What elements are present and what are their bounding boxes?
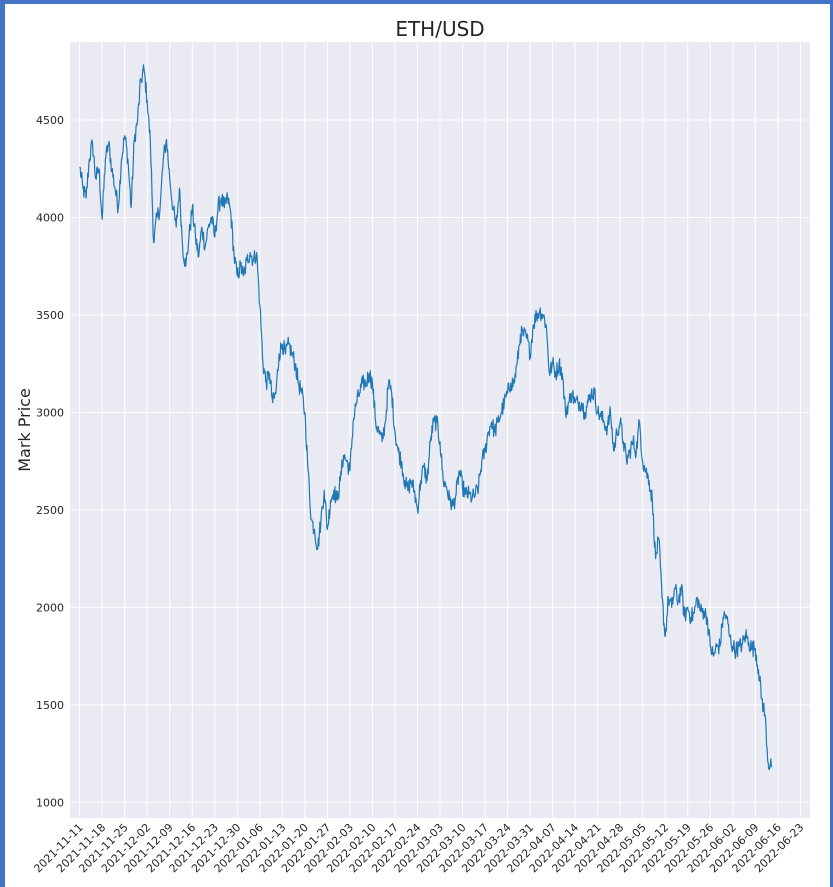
y-tick-label: 1000 [36,796,64,809]
grid-lines [70,42,810,818]
y-tick-label: 4000 [36,211,64,224]
series-layer [79,64,772,771]
y-tick-label: 3500 [36,309,64,322]
x-axis-ticks: 2021-11-112021-11-182021-11-252021-12-02… [31,821,806,875]
y-tick-label: 2000 [36,601,64,614]
y-tick-label: 4500 [36,114,64,127]
y-axis-label: Mark Price [15,388,34,472]
chart-title: ETH/USD [395,17,484,41]
y-tick-label: 3000 [36,406,64,419]
series-line [79,64,772,771]
y-axis-ticks: 1000 1500 2000 2500 3000 3500 4000 4500 [36,114,64,809]
y-tick-label: 2500 [36,504,64,517]
y-tick-label: 1500 [36,699,64,712]
